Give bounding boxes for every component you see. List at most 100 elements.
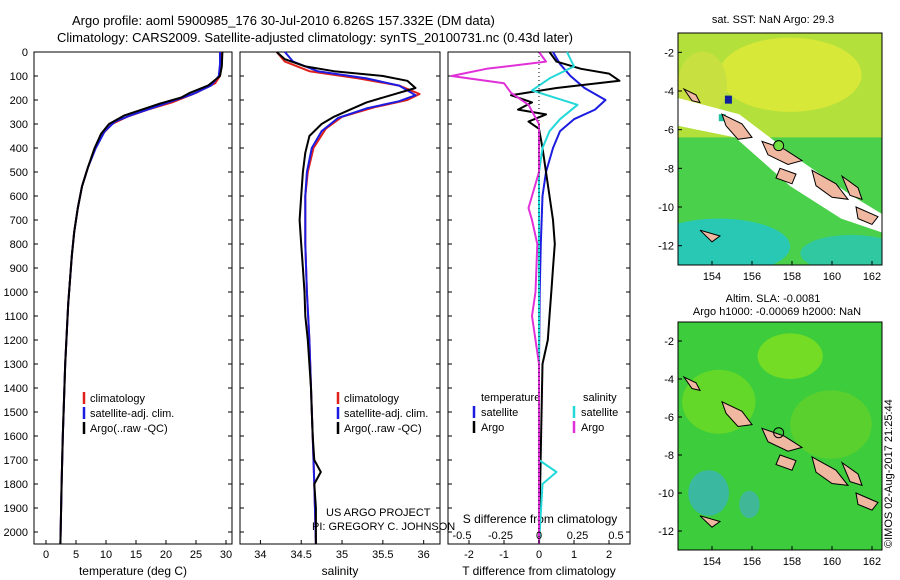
xtick-label-s: 0 (536, 530, 542, 542)
float-position-marker (773, 427, 785, 439)
sst-cell (724, 95, 732, 104)
ytick-label: 300 (10, 119, 28, 131)
legend-t-satellite: satellite (481, 407, 518, 419)
legend-climatology: climatology (344, 393, 400, 405)
ytick-label: 1500 (4, 407, 28, 419)
ytick-label: 100 (10, 71, 28, 83)
header-line1: Argo profile: aoml 5900985_176 30-Jul-20… (72, 13, 495, 28)
land-island (855, 492, 879, 511)
series-line-T-satellite (538, 51, 607, 544)
map-ytick-label: -4 (664, 86, 674, 98)
xtick-label: 0 (536, 549, 542, 561)
ytick-label: 1200 (4, 335, 28, 347)
xtick-label-s: 0.5 (608, 530, 623, 542)
header-line2: Climatology: CARS2009. Satellite-adjuste… (57, 30, 573, 45)
land-island (840, 461, 863, 487)
sst-hot-spot (718, 37, 862, 112)
altimetry-title-line2: Argo h1000: -0.00069 h2000: NaN (693, 306, 861, 318)
map-ytick-label: -2 (664, 336, 674, 348)
sla-low (739, 490, 760, 519)
series-line-argo (59, 51, 224, 545)
legend-s-satellite: satellite (581, 407, 618, 419)
xtick-label-s: -0.5 (453, 530, 472, 542)
land-island (699, 515, 722, 528)
temperature-legend: climatology satellite-adj. clim. Argo(..… (82, 392, 174, 435)
ytick-label: 1800 (4, 479, 28, 491)
xtick-label-s: -0.25 (488, 530, 513, 542)
legend-satellite: satellite-adj. clim. (90, 408, 174, 420)
xtick-label: 1 (571, 549, 577, 561)
sla-low (688, 470, 729, 516)
land-island (811, 455, 850, 487)
salinity-panel (239, 51, 441, 545)
sst-cool-region (678, 218, 791, 265)
legend-salinity-heading: salinity (583, 392, 617, 404)
ytick-label: 400 (10, 143, 28, 155)
ytick-label: 1700 (4, 455, 28, 467)
legend-t-argo: Argo (481, 422, 504, 434)
map-xtick-label: 160 (823, 271, 841, 283)
annotation-project: US ARGO PROJECT (326, 507, 431, 519)
xtick-label: 5 (73, 549, 79, 561)
xtick-label: 34.5 (291, 549, 312, 561)
map-xtick-label: 162 (863, 556, 881, 568)
map-ytick-label: -4 (664, 374, 674, 386)
map-ytick-label: -6 (664, 412, 674, 424)
credit-text: ©IMOS 02-Aug-2017 21:25:44 (883, 399, 895, 548)
series-line-S-satellite (531, 51, 579, 545)
land-island (682, 375, 701, 392)
ytick-label: 600 (10, 191, 28, 203)
map-ytick-label: -8 (664, 450, 674, 462)
altimetry-title-line1: Altim. SLA: -0.0081 (726, 293, 821, 305)
sst-map-title: sat. SST: NaN Argo: 29.3 (712, 14, 834, 26)
ytick-label: 1900 (4, 503, 28, 515)
land-island (840, 174, 863, 201)
legend-satellite: satellite-adj. clim. (344, 408, 428, 420)
map-frame (677, 32, 883, 266)
sst-cool-region (800, 234, 882, 265)
map-xtick-label: 154 (703, 271, 721, 283)
map-xtick-label: 158 (783, 271, 801, 283)
map-field (678, 33, 882, 265)
ytick-label: 0 (22, 47, 28, 59)
temperature-xlabel: temperature (deg C) (79, 564, 187, 578)
xtick-label: -2 (464, 549, 474, 561)
xtick-label: 20 (160, 549, 172, 561)
land-island (775, 454, 797, 471)
legend-argo: Argo(..raw -QC) (90, 423, 168, 435)
ytick-label: 1100 (4, 311, 28, 323)
ytick-label: 1400 (4, 383, 28, 395)
map-frame (677, 321, 883, 551)
sst-cell (718, 114, 726, 122)
ytick-label: 1300 (4, 359, 28, 371)
difference-legend: temperature salinity satellite Argo sate… (472, 392, 618, 434)
sst-hot-spot (678, 51, 727, 117)
sst-no-data (678, 97, 882, 233)
xtick-label: 34 (254, 549, 266, 561)
map-ytick-label: -12 (658, 241, 674, 253)
map-ytick-label: -10 (658, 488, 674, 500)
temperature-axes (33, 51, 233, 545)
salinity-legend: climatology satellite-adj. clim. Argo(..… (312, 392, 455, 533)
xtick-label: 30 (220, 549, 232, 561)
map-ytick-label: -8 (664, 163, 674, 175)
land-island (811, 169, 850, 200)
land-island (699, 229, 722, 243)
xtick-label: 35.5 (372, 549, 393, 561)
annotation-pi: PI: GREGORY C. JOHNSON (312, 521, 455, 533)
map-ytick-label: -2 (664, 47, 674, 59)
temperature-panel (33, 51, 233, 545)
land-island (721, 113, 753, 140)
series-line-argo (276, 51, 417, 544)
legend-s-argo: Argo (581, 422, 604, 434)
xtick-label-s: 0.25 (567, 530, 588, 542)
xtick-label: 25 (190, 549, 202, 561)
difference-xlabel: T difference from climatology (462, 564, 616, 578)
ytick-label: 700 (10, 215, 28, 227)
ytick-label: 2000 (4, 527, 28, 539)
map-xtick-label: 156 (743, 271, 761, 283)
land-island (775, 167, 797, 185)
xtick-label: -1 (499, 549, 509, 561)
land-island (721, 400, 753, 428)
